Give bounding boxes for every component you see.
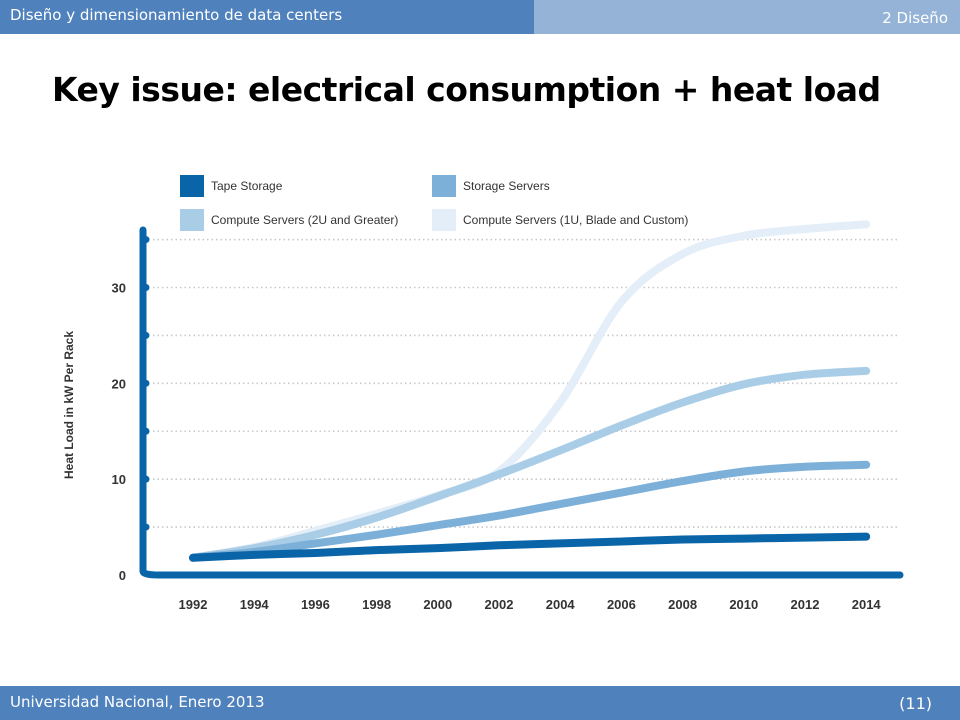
x-axis-dot-2014 — [862, 571, 870, 579]
y-axis-dot-25 — [142, 331, 150, 339]
header-bar: Diseño y dimensionamiento de data center… — [0, 0, 960, 34]
page-number: (11) — [899, 694, 932, 713]
legend-swatch-tape-storage — [180, 175, 204, 197]
y-axis-dot-30 — [142, 284, 150, 291]
x-axis-dot-2008 — [679, 571, 687, 579]
x-tick-label-1996: 1996 — [301, 597, 330, 612]
x-axis-dot-1998 — [373, 571, 381, 579]
legend-label-compute-servers-1u-blade-and-custom: Compute Servers (1U, Blade and Custom) — [463, 213, 688, 227]
x-axis-dot-2010 — [740, 571, 748, 579]
legend-swatch-storage-servers — [432, 175, 456, 197]
x-axis-dot-1994 — [250, 571, 258, 579]
x-tick-label-2000: 2000 — [423, 597, 452, 612]
x-tick-label-1998: 1998 — [362, 597, 391, 612]
y-tick-label-10: 10 — [112, 472, 126, 487]
y-axis-dot-20 — [142, 379, 150, 387]
chart-ticks: 0 10 20 30 1992 1994 1996 1998 2000 2002 2004 2006 2… — [112, 281, 882, 613]
x-tick-label-2006: 2006 — [607, 597, 636, 612]
series-line-compute-servers-2u-and-greater — [189, 366, 871, 562]
chart-legend: Tape Storage Storage Servers Compute Serve… — [180, 175, 688, 231]
x-tick-label-2012: 2012 — [791, 597, 820, 612]
x-axis-dot-1992 — [189, 571, 197, 579]
header-left-panel: Diseño y dimensionamiento de data center… — [0, 0, 534, 34]
axis-line — [139, 226, 904, 579]
x-axis-dot-2012 — [801, 571, 809, 579]
x-tick-label-1992: 1992 — [179, 597, 208, 612]
y-tick-label-0: 0 — [119, 568, 126, 583]
series-line-storage-servers — [189, 460, 871, 562]
x-axis-dot-2000 — [434, 571, 442, 579]
footer-bar: Universidad Nacional, Enero 2013 (11) — [0, 686, 960, 720]
x-tick-label-2002: 2002 — [485, 597, 514, 612]
x-tick-label-2008: 2008 — [668, 597, 697, 612]
footer-institution: Universidad Nacional, Enero 2013 — [10, 693, 265, 711]
x-axis-dot-2002 — [495, 571, 503, 579]
x-tick-label-2004: 2004 — [546, 597, 576, 612]
section-label: 2 Diseño — [882, 9, 948, 27]
slide-title: Key issue: electrical consumption + heat… — [52, 70, 881, 109]
y-axis-dot-15 — [142, 427, 150, 435]
legend-swatch-compute-servers-1u-blade-and-custom — [432, 209, 456, 231]
y-tick-label-20: 20 — [112, 376, 126, 391]
legend-label-compute-servers-2u-and-greater: Compute Servers (2U and Greater) — [211, 213, 398, 227]
chart-grid — [153, 238, 900, 528]
legend-label-tape-storage: Tape Storage — [211, 179, 283, 193]
x-tick-label-1994: 1994 — [240, 597, 270, 612]
x-axis-dot-1996 — [311, 571, 319, 579]
x-axis-dot-2004 — [556, 571, 564, 579]
x-tick-label-2014: 2014 — [852, 597, 882, 612]
course-title: Diseño y dimensionamiento de data center… — [10, 6, 343, 24]
y-axis-dot-35 — [142, 236, 150, 244]
y-tick-label-30: 30 — [112, 281, 126, 296]
heat-load-chart: Tape Storage Storage Servers Compute Serve… — [62, 175, 904, 613]
x-tick-label-2010: 2010 — [729, 597, 758, 612]
y-axis-title: Heat Load in kW Per Rack — [62, 331, 76, 479]
y-axis-dot-5 — [142, 523, 150, 531]
series-line-tape-storage — [189, 532, 871, 562]
legend-swatch-compute-servers-2u-and-greater — [180, 209, 204, 231]
x-axis-dot-2006 — [617, 571, 625, 579]
y-axis-dot-10 — [142, 475, 150, 483]
chart-series — [189, 220, 871, 562]
chart-axes — [139, 226, 904, 579]
header-right-panel: 2 Diseño — [534, 0, 960, 34]
legend-label-storage-servers: Storage Servers — [463, 179, 550, 193]
